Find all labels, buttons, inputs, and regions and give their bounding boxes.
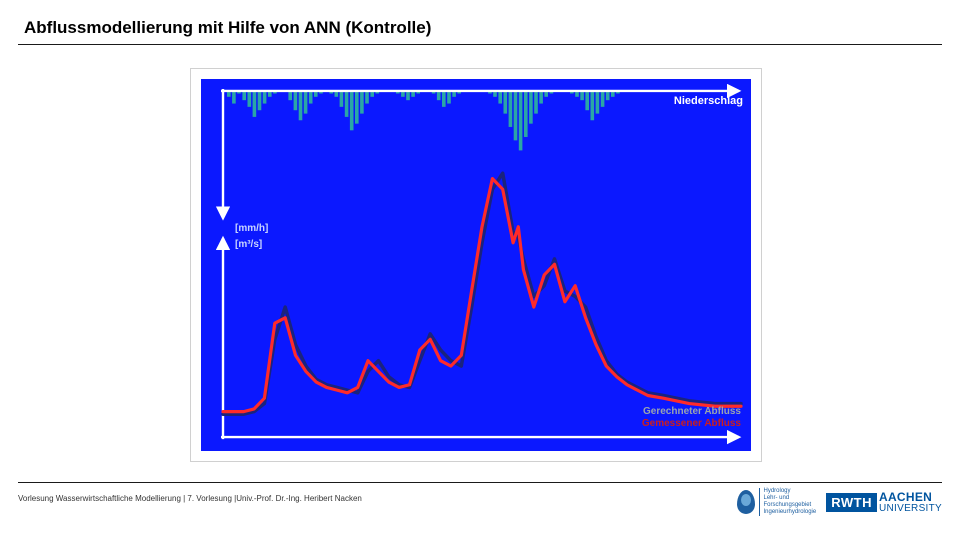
- chart-svg: [201, 79, 751, 451]
- label-mmh: [mm/h]: [235, 223, 268, 234]
- logo-group: Hydrology Lehr- und Forschungsgebiet Ing…: [737, 488, 943, 516]
- page-title: Abflussmodellierung mit Hilfe von ANN (K…: [24, 18, 431, 38]
- rwth-text: AACHEN UNIVERSITY: [879, 490, 942, 514]
- drop-icon: [737, 490, 755, 514]
- label-measured: Gemessener Abfluss: [642, 418, 741, 429]
- hydro-line: Forschungsgebiet: [764, 502, 817, 509]
- footer-text: Vorlesung Wasserwirtschaftliche Modellie…: [18, 494, 362, 503]
- logo-hydrology-text: Hydrology Lehr- und Forschungsgebiet Ing…: [759, 488, 817, 516]
- chart-canvas: Niederschlag [mm/h] [m³/s] Gerechneter A…: [201, 79, 751, 451]
- rwth-top: AACHEN: [879, 490, 932, 504]
- divider-bottom: [18, 482, 942, 483]
- logo-hydrology: Hydrology Lehr- und Forschungsgebiet Ing…: [737, 488, 817, 516]
- rwth-box: RWTH: [826, 493, 877, 512]
- line-measured: [223, 179, 741, 412]
- label-niederschlag: Niederschlag: [674, 95, 743, 107]
- hydro-line: Ingenieurhydrologie: [764, 509, 817, 516]
- chart-frame: Niederschlag [mm/h] [m³/s] Gerechneter A…: [190, 68, 762, 462]
- hydro-line: Lehr- und: [764, 495, 817, 502]
- divider-top: [18, 44, 942, 45]
- rwth-bottom: UNIVERSITY: [879, 504, 942, 514]
- line-calculated: [223, 173, 741, 414]
- hydro-line: Hydrology: [764, 488, 817, 495]
- precip-bars: [227, 90, 620, 150]
- logo-rwth: RWTH AACHEN UNIVERSITY: [826, 490, 942, 514]
- label-m3s: [m³/s]: [235, 239, 262, 250]
- label-calculated: Gerechneter Abfluss: [643, 406, 741, 417]
- slide: Abflussmodellierung mit Hilfe von ANN (K…: [0, 0, 960, 540]
